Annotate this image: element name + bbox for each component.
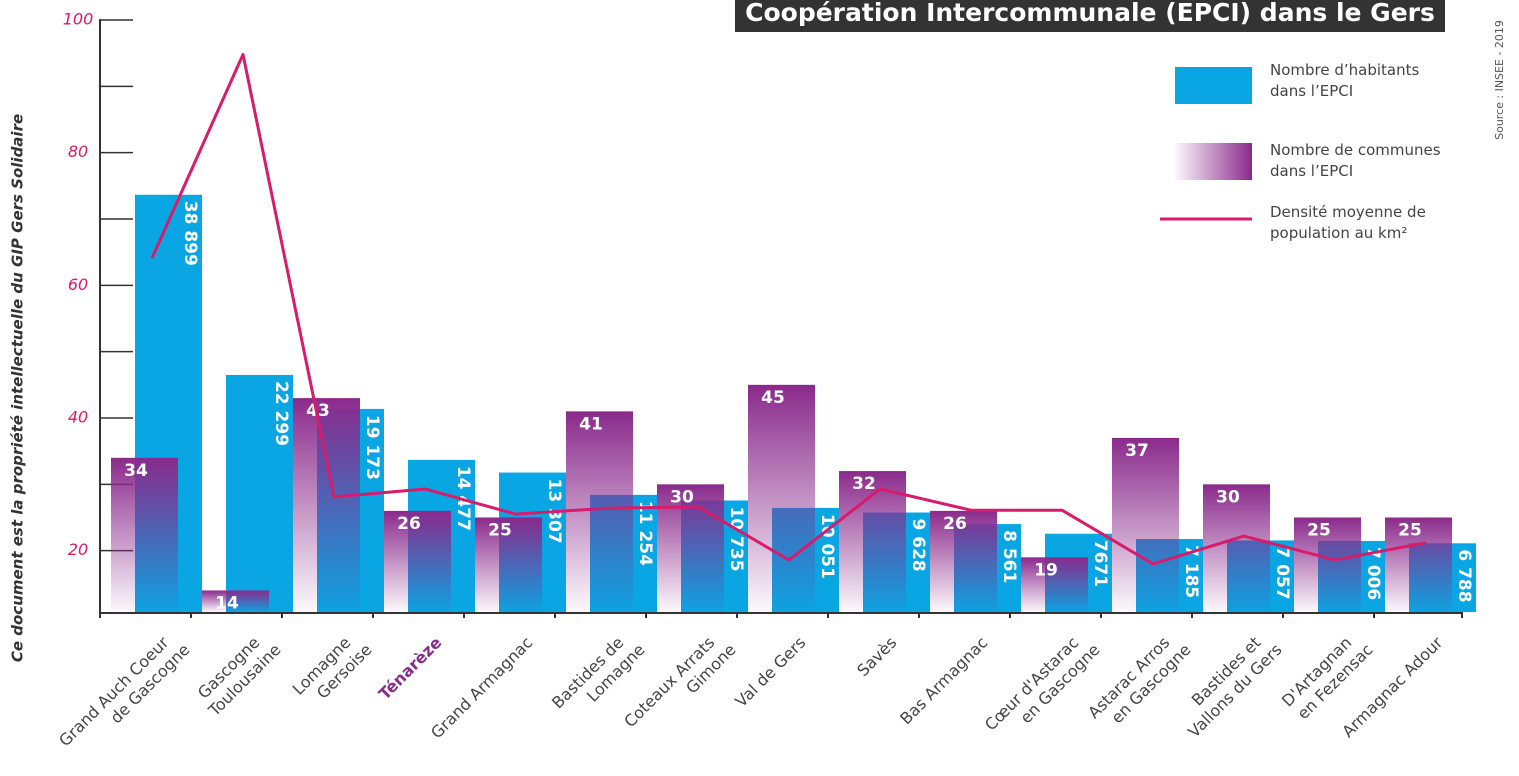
bar-label: 37 — [1125, 441, 1149, 461]
y-tick-label: 100 — [63, 10, 94, 29]
bar-label: 45 — [761, 388, 785, 408]
bar-label: 22 299 — [271, 381, 291, 446]
bar — [475, 517, 542, 612]
bar-label: 7 006 — [1363, 547, 1383, 600]
bar-label: 19 — [1034, 560, 1058, 580]
legend-swatch — [1175, 67, 1252, 104]
bar-label: 26 — [397, 514, 421, 534]
bar-label: 7 185 — [1181, 545, 1201, 598]
x-tick-label: Grand Armagnac — [427, 633, 536, 742]
legend-label: Densité moyenne de population au km² — [1270, 203, 1426, 242]
x-tick-label-line: Ténarèze — [374, 632, 445, 703]
bar — [1021, 557, 1088, 612]
x-tick-label: Grand Auch Coeurde Gascogne — [55, 626, 193, 764]
x-tick-label-line: Bas Armagnac — [896, 633, 991, 728]
bar — [1112, 437, 1179, 612]
bar-label: 41 — [579, 414, 603, 434]
x-tick-label: LomagneGersoise — [288, 626, 375, 713]
line — [150, 52, 1427, 566]
x-tick-label: Cœur d'Astaracen Gascogne — [981, 626, 1104, 749]
y-tick-label: 40 — [68, 408, 88, 427]
legend-swatch — [1175, 143, 1252, 180]
x-tick-label-line: Val de Gers — [731, 633, 809, 711]
bar-label: 14 — [215, 593, 239, 613]
x-tick-label: Savès — [853, 633, 900, 680]
bar-label: 25 — [488, 521, 512, 541]
bar — [566, 411, 633, 612]
bar — [202, 590, 269, 612]
x-tick-label: Val de Gers — [731, 633, 809, 711]
bar-label: 6 788 — [1454, 549, 1474, 602]
bar-label: 43 — [306, 401, 330, 421]
x-tick-label: Astarac Arrosen Gascogne — [1084, 626, 1194, 736]
bar-label: 7671 — [1090, 540, 1110, 587]
bar-label: 26 — [943, 514, 967, 534]
bar-label: 9 628 — [908, 518, 928, 571]
bar-label: 34 — [124, 461, 148, 481]
side-note: Ce document est la propriété intellectue… — [9, 114, 27, 662]
bar — [226, 374, 293, 612]
bar-label: 8 561 — [999, 530, 1019, 583]
bar-label: 30 — [1216, 487, 1240, 507]
x-tick-label: Bastides etVallons du Gers — [1170, 626, 1285, 741]
bar-label: 19 173 — [362, 415, 382, 480]
x-tick-label-line: Savès — [853, 633, 900, 680]
legend-label: Nombre d’habitants dans l’EPCI — [1270, 61, 1420, 100]
bar-label: 10 051 — [817, 514, 837, 579]
bar — [1203, 484, 1270, 612]
legend-label: Nombre de communes dans l’EPCI — [1270, 141, 1441, 180]
y-tick-label: 80 — [68, 142, 88, 161]
x-tick-label: Ténarèze — [374, 632, 445, 703]
title-box — [735, 0, 1445, 32]
bar-label: 25 — [1307, 521, 1331, 541]
bar-label: 32 — [852, 474, 876, 494]
x-tick-label: Bas Armagnac — [896, 633, 991, 728]
y-tick-label: 20 — [68, 540, 88, 559]
bar-label: 10 735 — [726, 506, 746, 571]
chart-title: Coopération Intercommunale (EPCI) dans l… — [745, 0, 1435, 27]
bar-label: 30 — [670, 487, 694, 507]
bar — [1294, 517, 1361, 612]
bar — [293, 398, 360, 612]
bar — [1385, 517, 1452, 612]
bar — [930, 510, 997, 612]
bar — [384, 510, 451, 612]
bar-label: 7 057 — [1272, 546, 1292, 599]
bar — [111, 457, 178, 612]
bar-label: 38 899 — [180, 201, 200, 266]
y-tick-label: 60 — [68, 275, 88, 294]
bar-label: 25 — [1398, 521, 1422, 541]
bar-label: 11 254 — [635, 501, 655, 566]
bar — [748, 384, 815, 612]
x-tick-label: GascogneToulousaine — [190, 626, 285, 721]
x-tick-label-line: Grand Armagnac — [427, 633, 536, 742]
source: Source : INSEE - 2019 — [1493, 20, 1506, 140]
